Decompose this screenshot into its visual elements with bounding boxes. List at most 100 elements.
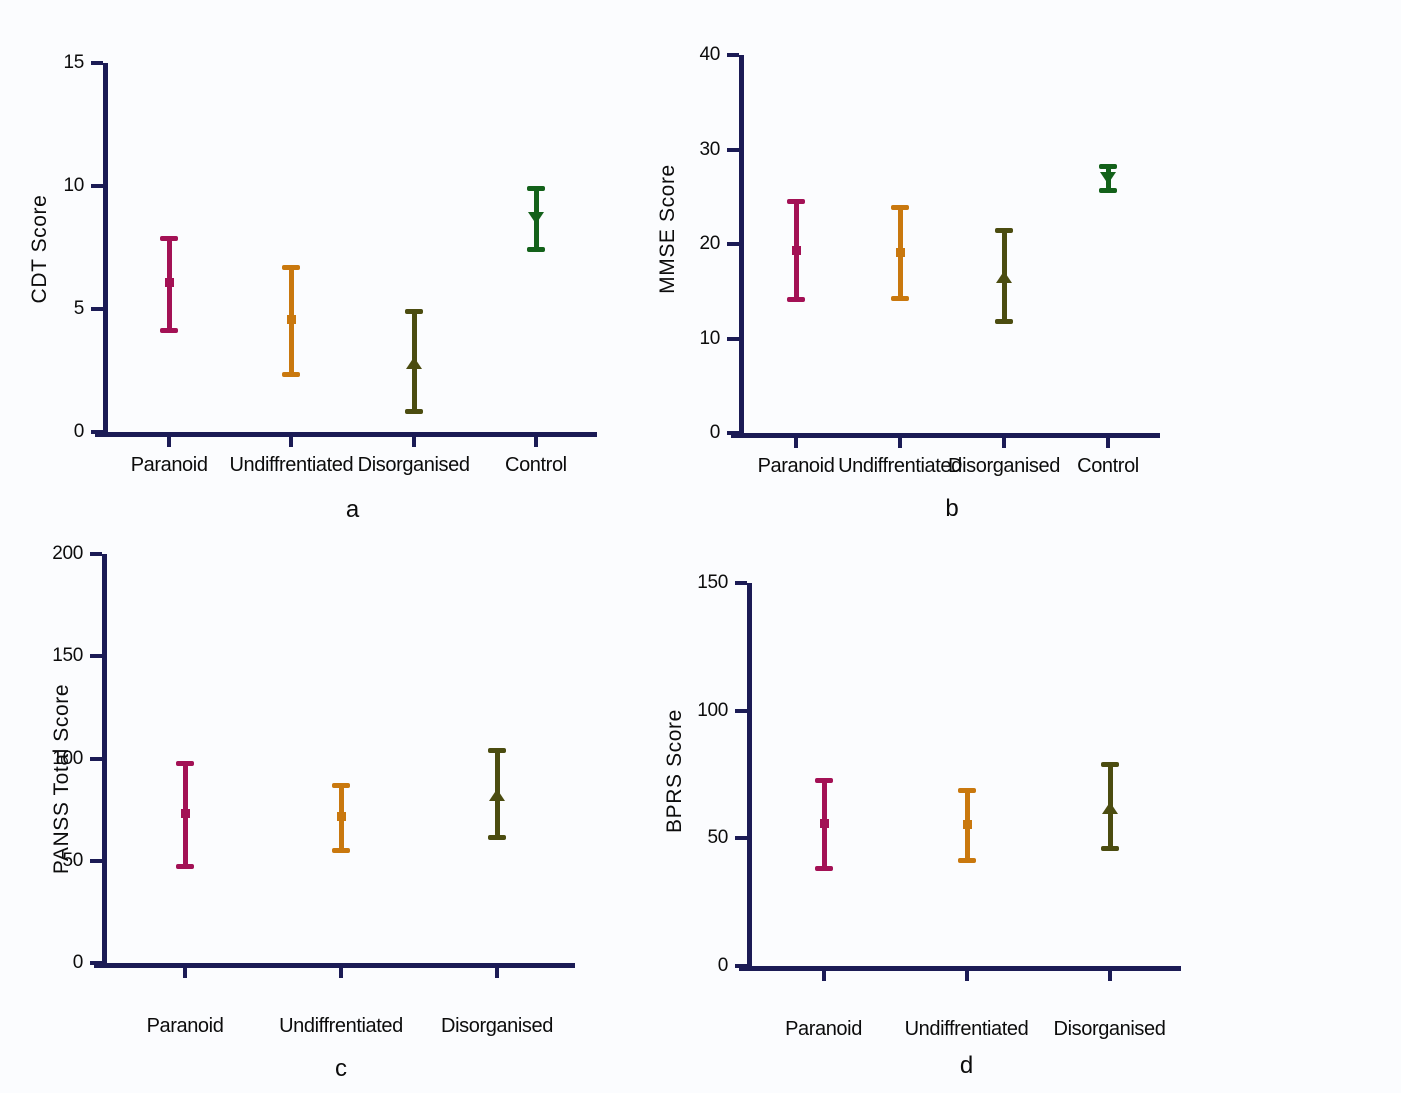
errorbar-cap-lower: [1099, 188, 1117, 194]
x-tick-mark: [495, 968, 499, 978]
y-tick-mark: [90, 858, 102, 863]
category-label-undiffrentiated: Undiffrentiated: [838, 455, 962, 477]
y-tick-label: 150: [697, 572, 728, 593]
category-label-disorganised: Disorganised: [1053, 1018, 1166, 1040]
mean-marker-triangle-up: [996, 271, 1012, 284]
mean-marker-square: [896, 247, 905, 257]
plot-area-b: 0 10 20 30 40 Paranoid Undiffrentiated Disorgan…: [699, 44, 1160, 522]
x-tick-mark: [411, 437, 416, 447]
mean-marker-square: [792, 245, 801, 255]
panel-letter-c: c: [335, 1055, 347, 1082]
y-tick-label: 100: [52, 747, 83, 769]
y-tick-label: 0: [72, 952, 84, 973]
category-label-control: Control: [1077, 455, 1139, 477]
mean-marker-square: [181, 808, 190, 818]
x-axis-line: [94, 963, 107, 968]
plot-area-c: 0 50 100 150 200 Paranoid Undiffrentiated Disor…: [52, 543, 575, 1082]
y-tick-label: 50: [62, 849, 83, 871]
x-tick-mark: [821, 971, 826, 981]
y-tick-mark: [727, 336, 739, 341]
errorbar-cap-lower: [282, 372, 301, 378]
y-tick-mark: [735, 708, 747, 713]
x-tick-mark: [964, 971, 969, 981]
y-tick-mark: [727, 147, 739, 152]
mean-marker-square: [819, 819, 829, 828]
y-tick-label: 0: [709, 422, 721, 443]
errorbar-disorganised: [488, 748, 506, 841]
category-label-control: Control: [505, 454, 567, 476]
errorbar-cap-upper: [404, 309, 423, 315]
y-tick-mark: [727, 53, 739, 57]
errorbar-cap-lower: [488, 835, 506, 841]
y-tick-label: 15: [63, 52, 84, 73]
y-axis-title-bprs: BPRS Score: [663, 709, 686, 833]
y-tick-label: 100: [697, 699, 728, 721]
errorbar-cap-upper: [526, 186, 545, 192]
y-tick-label: 20: [699, 233, 720, 254]
errorbar-cap-lower: [814, 865, 833, 871]
mean-marker-square: [337, 811, 346, 821]
y-tick-mark: [735, 836, 747, 841]
y-tick-label: 10: [63, 175, 84, 196]
y-tick-mark: [90, 756, 102, 761]
category-label-disorganised: Disorganised: [441, 1015, 553, 1037]
y-tick-mark: [91, 430, 103, 434]
errorbar-cap-lower: [526, 246, 545, 252]
category-label-disorganised: Disorganised: [948, 455, 1060, 477]
x-tick-mark: [1002, 438, 1006, 448]
errorbar-cap-lower: [957, 858, 976, 864]
x-tick-mark: [794, 438, 798, 448]
errorbar-control: [526, 186, 545, 252]
category-label-undiffrentiated: Undiffrentiated: [229, 454, 354, 476]
x-tick-mark: [183, 968, 187, 978]
y-tick-label: 40: [699, 44, 720, 65]
errorbar-cap-upper: [814, 777, 833, 783]
x-tick-mark: [533, 437, 538, 447]
category-label-paranoid: Paranoid: [785, 1018, 862, 1040]
y-tick-label: 200: [52, 543, 83, 564]
mean-marker-triangle-up: [489, 789, 505, 802]
errorbar-cap-lower: [891, 295, 909, 301]
mean-marker-triangle-down: [1100, 171, 1116, 184]
y-tick-mark: [90, 961, 102, 965]
category-label-undiffrentiated: Undiffrentiated: [904, 1018, 1029, 1040]
errorbar-cap-lower: [176, 863, 194, 869]
x-tick-mark: [289, 437, 294, 447]
y-tick-label: 0: [73, 421, 85, 442]
mean-marker-square: [287, 314, 297, 324]
category-label-paranoid: Paranoid: [146, 1015, 224, 1037]
errorbar-paranoid: [814, 777, 833, 871]
errorbar-cap-lower: [160, 328, 179, 334]
errorbar-cap-upper: [160, 235, 179, 241]
y-tick-label: 150: [52, 645, 83, 667]
errorbar-cap-upper: [891, 205, 909, 211]
errorbar-cap-upper: [282, 265, 301, 271]
y-tick-mark: [90, 654, 102, 659]
errorbar-disorganised: [404, 309, 423, 415]
errorbar-disorganised: [995, 227, 1013, 325]
y-tick-mark: [727, 431, 739, 435]
x-tick-mark: [898, 438, 902, 448]
panel-letter-b: b: [945, 495, 959, 522]
y-tick-mark: [735, 581, 747, 585]
panel-letter-d: d: [959, 1052, 974, 1079]
mean-marker-triangle-up: [405, 357, 422, 370]
y-tick-label: 5: [73, 298, 85, 319]
mean-marker-square: [962, 820, 972, 830]
category-label-paranoid: Paranoid: [757, 455, 835, 477]
category-label-undiffrentiated: Undiffrentiated: [279, 1015, 403, 1037]
y-tick-mark: [90, 552, 102, 556]
errorbar-cap-upper: [176, 760, 194, 766]
category-label-paranoid: Paranoid: [130, 454, 208, 476]
errorbar-cap-upper: [488, 748, 506, 754]
errorbar-cap-lower: [995, 319, 1013, 325]
errorbar-control: [1099, 163, 1117, 194]
errorbar-cap-upper: [1099, 163, 1117, 169]
y-tick-mark: [727, 242, 739, 246]
mean-marker-square: [165, 277, 175, 287]
x-axis-line: [95, 432, 108, 437]
errorbar-undiffrentiated: [282, 265, 301, 378]
x-axis-line: [739, 966, 752, 971]
errorbar-cap-upper: [787, 199, 805, 205]
